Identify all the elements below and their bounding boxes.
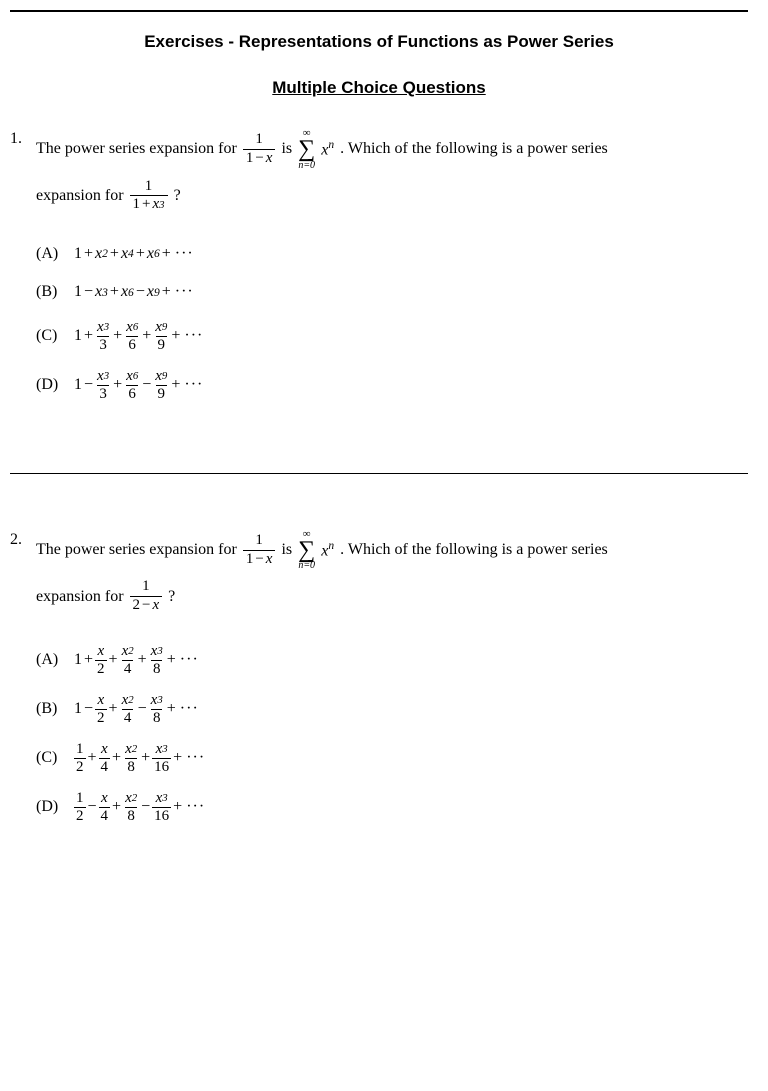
q1-trail: . Which of the following is a power seri… <box>340 138 608 160</box>
sigma-icon: ∞ ∑ n=0 <box>298 529 315 572</box>
q2-option-b[interactable]: (B) 1− x2 + x24 − x38 +··· <box>36 693 736 726</box>
q1-qmark: ? <box>174 185 181 207</box>
q2-optB-expr: 1− x2 + x24 − x38 +··· <box>74 693 199 726</box>
q1-optB-expr: 1−x3+x6−x9+··· <box>74 281 194 303</box>
sigma-icon: ∞ ∑ n=0 <box>298 128 315 171</box>
q2-is: is <box>281 539 292 561</box>
q1-options: (A) 1+x2+x4+x6+··· (B) 1−x3+x6−x9+··· (C… <box>36 243 736 402</box>
q1-frac-1-over-1-plus-x3: 1 1+x3 <box>130 179 168 214</box>
q2-line2: expansion for 1 2−x ? <box>36 579 736 614</box>
q1-line2: expansion for 1 1+x3 ? <box>36 179 736 214</box>
question-2: 2. The power series expansion for 1 1−x … <box>10 529 748 840</box>
q1-number: 1. <box>10 128 32 150</box>
q1-option-d[interactable]: (D) 1− x33 + x66 − x99 +··· <box>36 369 736 402</box>
q2-optA-expr: 1+ x2 + x24 + x38 +··· <box>74 644 199 677</box>
q2-qmark: ? <box>168 586 175 608</box>
q2-optD-expr: 12 − x4 + x28 − x316 +··· <box>74 791 205 824</box>
q2-body: The power series expansion for 1 1−x is … <box>36 529 736 840</box>
q2-lead: The power series expansion for <box>36 539 237 561</box>
q1-option-b[interactable]: (B) 1−x3+x6−x9+··· <box>36 281 736 303</box>
q1-sum-term: xn <box>321 137 334 162</box>
page-subtitle: Multiple Choice Questions <box>10 78 748 98</box>
q2-number: 2. <box>10 529 32 551</box>
q1-line1: The power series expansion for 1 1−x is … <box>36 128 736 171</box>
page: Exercises - Representations of Functions… <box>0 10 768 880</box>
q2-options: (A) 1+ x2 + x24 + x38 +··· (B) 1− <box>36 644 736 824</box>
q1-line2a: expansion for <box>36 185 124 207</box>
mid-rule <box>10 473 748 474</box>
q1-optC-expr: 1+ x33 + x66 + x99 +··· <box>74 320 203 353</box>
q2-frac-1-over-2-minus-x: 1 2−x <box>130 579 163 614</box>
q1-is: is <box>281 138 292 160</box>
page-title: Exercises - Representations of Functions… <box>10 32 748 52</box>
q2-optC-expr: 12 + x4 + x28 + x316 +··· <box>74 742 205 775</box>
q2-option-d[interactable]: (D) 12 − x4 + x28 − x316 +··· <box>36 791 736 824</box>
q2-line1: The power series expansion for 1 1−x is … <box>36 529 736 572</box>
q1-option-c[interactable]: (C) 1+ x33 + x66 + x99 +··· <box>36 320 736 353</box>
q1-lead: The power series expansion for <box>36 138 237 160</box>
q2-sum-term: xn <box>321 538 334 563</box>
q2-option-c[interactable]: (C) 12 + x4 + x28 + x316 +··· <box>36 742 736 775</box>
q1-optD-expr: 1− x33 + x66 − x99 +··· <box>74 369 203 402</box>
q1-optA-expr: 1+x2+x4+x6+··· <box>74 243 194 265</box>
q1-body: The power series expansion for 1 1−x is … <box>36 128 736 418</box>
q2-frac-1-over-1-minus-x: 1 1−x <box>243 533 276 568</box>
q2-line2a: expansion for <box>36 586 124 608</box>
q1-frac-1-over-1-minus-x: 1 1−x <box>243 132 276 167</box>
question-1: 1. The power series expansion for 1 1−x … <box>10 128 748 418</box>
q2-option-a[interactable]: (A) 1+ x2 + x24 + x38 +··· <box>36 644 736 677</box>
top-rule <box>10 10 748 12</box>
q1-option-a[interactable]: (A) 1+x2+x4+x6+··· <box>36 243 736 265</box>
q2-trail: . Which of the following is a power seri… <box>340 539 608 561</box>
